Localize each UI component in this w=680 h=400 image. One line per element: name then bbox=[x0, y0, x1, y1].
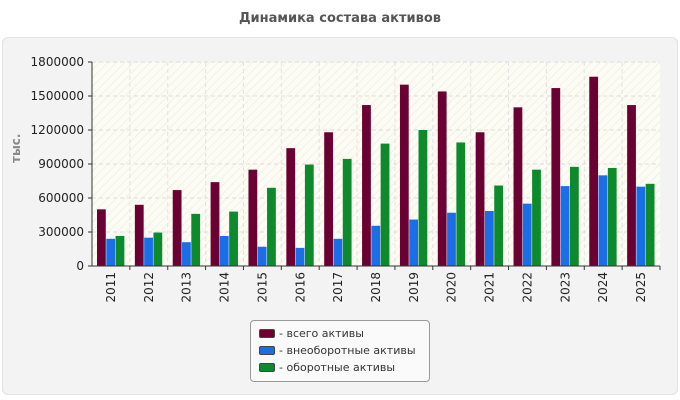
x-tick-label: 2022 bbox=[520, 272, 534, 303]
bar-2015-s1 bbox=[257, 246, 267, 266]
bar-2024-s0 bbox=[589, 76, 599, 266]
x-tick-label: 2018 bbox=[369, 272, 383, 303]
bar-2019-s1 bbox=[409, 219, 419, 266]
bar-2013-s1 bbox=[182, 242, 191, 266]
bar-2015-s2 bbox=[267, 187, 276, 266]
bar-2020-s0 bbox=[437, 91, 447, 266]
legend-item-noncurrent-assets: - внеоборотные активы bbox=[259, 342, 429, 359]
bar-2012-s0 bbox=[134, 204, 144, 266]
bar-2018-s1 bbox=[371, 225, 381, 266]
x-tick-label: 2019 bbox=[407, 272, 421, 303]
legend-swatch bbox=[259, 363, 275, 372]
y-tick-label: 600000 bbox=[38, 191, 84, 205]
y-axis-label: тыс. bbox=[9, 133, 23, 163]
y-tick-label: 900000 bbox=[38, 157, 84, 171]
bar-2011-s2 bbox=[115, 235, 125, 266]
y-tick-label: 1500000 bbox=[31, 89, 84, 103]
x-tick-label: 2017 bbox=[331, 272, 345, 303]
bar-2011-s1 bbox=[106, 238, 116, 266]
legend: - всего активы - внеоборотные активы - о… bbox=[250, 320, 430, 382]
bar-2016-s2 bbox=[304, 164, 314, 266]
bar-2014-s2 bbox=[229, 211, 238, 266]
bar-2022-s0 bbox=[513, 107, 523, 266]
bar-2013-s2 bbox=[191, 213, 201, 266]
bar-2023-s1 bbox=[560, 186, 570, 266]
y-tick-label: 0 bbox=[76, 259, 84, 273]
bar-2014-s0 bbox=[210, 182, 220, 266]
bar-2022-s1 bbox=[522, 203, 532, 266]
x-tick-label: 2021 bbox=[483, 272, 497, 303]
bar-2021-s0 bbox=[475, 132, 485, 266]
bar-2016-s0 bbox=[286, 148, 296, 266]
bar-2025-s0 bbox=[627, 105, 636, 266]
bar-2017-s0 bbox=[324, 132, 333, 266]
legend-item-current-assets: - оборотные активы bbox=[259, 359, 429, 376]
bar-2011-s0 bbox=[97, 209, 106, 266]
axes: 0 300000 600000 900000 1200000 1500000 1800000… bbox=[31, 55, 661, 303]
legend-label: - внеоборотные активы bbox=[279, 344, 416, 357]
bar-2013-s0 bbox=[172, 190, 182, 266]
bar-2019-s0 bbox=[399, 84, 409, 267]
gridlines bbox=[92, 61, 660, 266]
bar-2021-s1 bbox=[484, 211, 494, 266]
bar-2023-s0 bbox=[551, 88, 561, 266]
bar-2021-s2 bbox=[494, 185, 504, 266]
chart-title: Динамика состава активов bbox=[238, 11, 442, 26]
bar-2020-s1 bbox=[447, 212, 456, 266]
bar-2017-s2 bbox=[342, 158, 352, 266]
bar-2019-s2 bbox=[418, 130, 428, 266]
bar-2016-s1 bbox=[295, 247, 305, 266]
y-tick-label: 300000 bbox=[38, 225, 84, 239]
legend-swatch bbox=[259, 346, 275, 355]
bar-2024-s1 bbox=[598, 175, 608, 266]
legend-swatch bbox=[259, 329, 275, 338]
legend-label: - всего активы bbox=[279, 327, 364, 340]
bar-2012-s2 bbox=[153, 232, 163, 266]
x-tick-label: 2016 bbox=[293, 272, 307, 303]
x-tick-label: 2015 bbox=[255, 272, 269, 303]
bar-2025-s1 bbox=[636, 186, 646, 266]
y-tick-label: 1800000 bbox=[31, 55, 84, 69]
x-tick-label: 2012 bbox=[142, 272, 156, 303]
bar-2022-s2 bbox=[532, 169, 541, 266]
legend-item-total-assets: - всего активы bbox=[259, 325, 429, 342]
bar-2025-s2 bbox=[645, 183, 655, 266]
legend-label: - оборотные активы bbox=[279, 361, 396, 374]
x-tick-label: 2020 bbox=[445, 272, 459, 303]
bar-2015-s0 bbox=[248, 169, 258, 266]
bar-2018-s0 bbox=[362, 105, 371, 266]
x-tick-label: 2014 bbox=[218, 272, 232, 303]
x-tick-label: 2025 bbox=[634, 272, 648, 303]
bar-2024-s2 bbox=[607, 167, 617, 266]
bar-2018-s2 bbox=[380, 143, 390, 266]
bar-2017-s1 bbox=[333, 238, 343, 266]
bar-2020-s2 bbox=[456, 142, 466, 266]
bar-2023-s2 bbox=[569, 166, 579, 266]
x-tick-label: 2024 bbox=[596, 272, 610, 303]
x-tick-label: 2023 bbox=[558, 272, 572, 303]
x-tick-label: 2011 bbox=[104, 272, 118, 303]
bars bbox=[97, 76, 655, 267]
bar-2012-s1 bbox=[144, 237, 153, 266]
y-tick-label: 1200000 bbox=[31, 123, 84, 137]
bar-2014-s1 bbox=[219, 235, 229, 266]
x-tick-label: 2013 bbox=[180, 272, 194, 303]
